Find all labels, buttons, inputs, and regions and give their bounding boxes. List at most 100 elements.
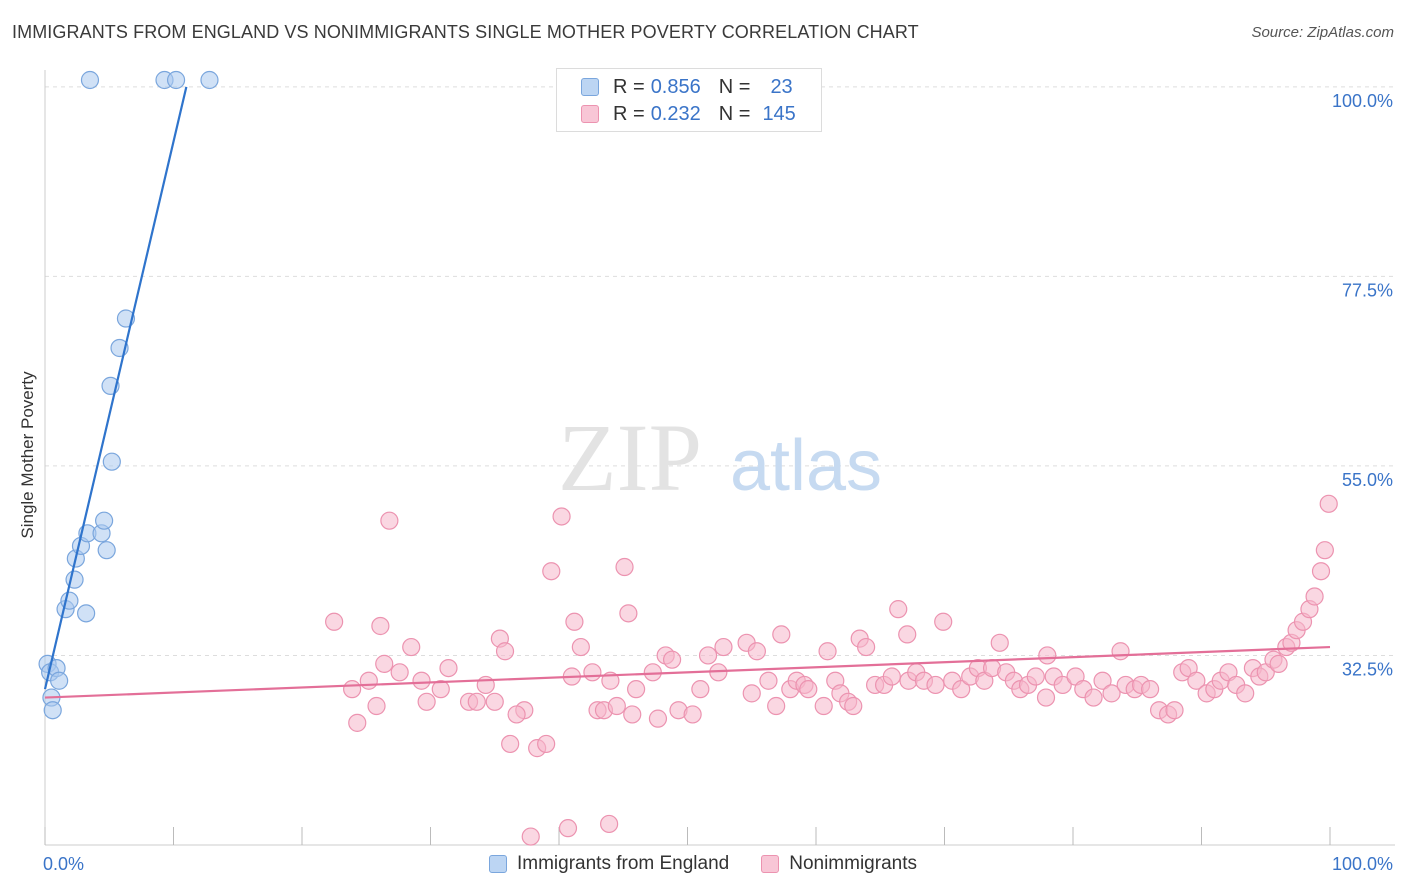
r-value: 0.856: [650, 75, 701, 98]
tick-labels: 32.5% 55.0% 77.5% 100.0% 0.0% 100.0%: [43, 91, 1393, 874]
nonimmigrant-point: [662, 650, 682, 669]
nonimmigrant-point: [844, 696, 863, 716]
nonimmigrant-point: [417, 692, 436, 711]
nonimmigrant-point: [934, 612, 953, 631]
nonimmigrant-point: [623, 705, 642, 724]
trend-lines: [43, 86, 1331, 699]
nonimmigrant-point: [371, 616, 390, 636]
legend-row-nonimmigrants: R = 0.232 N = 145: [581, 101, 796, 127]
nonimmigrant-point: [1111, 642, 1130, 661]
nonimmigrant-point: [898, 625, 917, 644]
nonimmigrant-point: [1315, 541, 1334, 560]
nonimmigrant-point: [537, 734, 556, 754]
nonimmigrant-point: [714, 637, 733, 657]
nonimmigrant-point: [507, 705, 526, 724]
nonimmigrant-point: [799, 680, 818, 699]
nonimmigrant-point: [348, 713, 367, 732]
nonimmigrant-point: [552, 507, 571, 526]
nonimmigrant-point: [1038, 646, 1057, 665]
nonimmigrant-point: [772, 625, 791, 644]
nonimmigrant-point: [402, 637, 421, 657]
y-tick-label: 77.5%: [1342, 280, 1393, 300]
england-point: [102, 452, 121, 471]
nonimmigrant-point: [1140, 680, 1160, 699]
nonimmigrant-point: [742, 684, 761, 703]
nonimmigrant-point: [439, 658, 458, 678]
nonimmigrant-point: [1084, 688, 1103, 707]
n-value: 23: [770, 75, 793, 98]
england-point: [77, 604, 96, 623]
nonimmigrant-point: [952, 680, 971, 699]
nonimmigrant-point: [325, 612, 344, 631]
nonimmigrant-point: [558, 819, 578, 838]
nonimmigrant-point: [698, 646, 718, 665]
nonimmigrant-point: [889, 600, 908, 619]
nonimmigrant-point: [467, 692, 486, 711]
watermark: ZIP atlas: [558, 404, 882, 511]
legend-label: Immigrants from England: [516, 853, 730, 874]
legend-item-nonimmigrants: Nonimmigrants: [761, 853, 917, 875]
england-point: [50, 671, 69, 690]
england-point: [200, 70, 219, 90]
nonimmigrant-point: [1102, 684, 1121, 703]
nonimmigrant-point: [380, 511, 399, 530]
legend-item-england: Immigrants from England: [488, 853, 730, 875]
nonimmigrant-point: [683, 705, 702, 724]
nonimmigrant-point: [501, 734, 520, 754]
y-tick-label: 100.0%: [1332, 91, 1393, 111]
nonimmigrant-point: [767, 696, 786, 716]
nonimmigrant-point: [600, 814, 619, 834]
nonimmigrant-point: [390, 663, 409, 682]
nonimmigrant-point: [882, 667, 901, 686]
nonimmigrant-point: [431, 680, 450, 699]
n-value: 145: [762, 102, 796, 125]
england-point: [95, 511, 114, 530]
nonimmigrant-point: [343, 680, 362, 699]
nonimmigrant-point: [1187, 671, 1206, 690]
nonimmigrant-point: [818, 642, 837, 661]
nonimmigrant-point: [1026, 667, 1045, 686]
blue-swatch-icon: [581, 78, 599, 96]
nonimmigrant-point: [1319, 494, 1338, 513]
england-point: [43, 701, 62, 720]
gridlines: [45, 86, 1395, 656]
legend-label: Nonimmigrants: [789, 853, 917, 874]
nonimmigrant-point: [747, 642, 766, 661]
nonimmigrant-point: [565, 612, 584, 631]
nonimmigrant-point: [1053, 675, 1072, 695]
y-tick-label: 55.0%: [1342, 470, 1393, 490]
nonimmigrant-point: [691, 680, 710, 699]
nonimmigrant-point: [643, 663, 662, 682]
nonimmigrant-point: [615, 557, 634, 577]
nonimmigrant-point: [1093, 671, 1112, 690]
nonimmigrant-point: [521, 827, 540, 846]
nonimmigrant-point: [375, 654, 394, 673]
nonimmigrant-point: [759, 671, 778, 690]
n-label: N =: [718, 102, 751, 125]
nonimmigrant-point: [857, 637, 876, 657]
nonimmigrant-point: [1305, 587, 1324, 606]
y-tick-label: 32.5%: [1342, 659, 1393, 679]
r-value: 0.232: [650, 102, 701, 125]
nonimmigrant-point: [1036, 688, 1056, 707]
axes: [44, 70, 1395, 846]
blue-swatch-icon: [488, 855, 507, 873]
r-label: R =: [613, 75, 645, 98]
source-note: Source: ZipAtlas.com: [1251, 24, 1394, 41]
nonimmigrant-point: [583, 663, 602, 682]
nonimmigrants-points: [325, 494, 1338, 846]
watermark-zip: ZIP: [558, 404, 702, 511]
chart-title: IMMIGRANTS FROM ENGLAND VS NONIMMIGRANTS…: [12, 22, 919, 42]
nonimmigrant-point: [495, 642, 515, 661]
nonimmigrant-point: [367, 696, 386, 716]
y-axis-title: Single Mother Poverty: [18, 371, 37, 539]
nonimmigrant-point: [359, 671, 378, 690]
nonimmigrant-point: [619, 604, 638, 623]
nonimmigrant-point: [485, 692, 504, 711]
n-label: N =: [718, 75, 751, 98]
nonimmigrant-point: [814, 696, 833, 716]
nonimmigrant-point: [1311, 562, 1331, 581]
nonimmigrant-point: [607, 696, 626, 716]
x-tick-label: 100.0%: [1332, 854, 1393, 874]
